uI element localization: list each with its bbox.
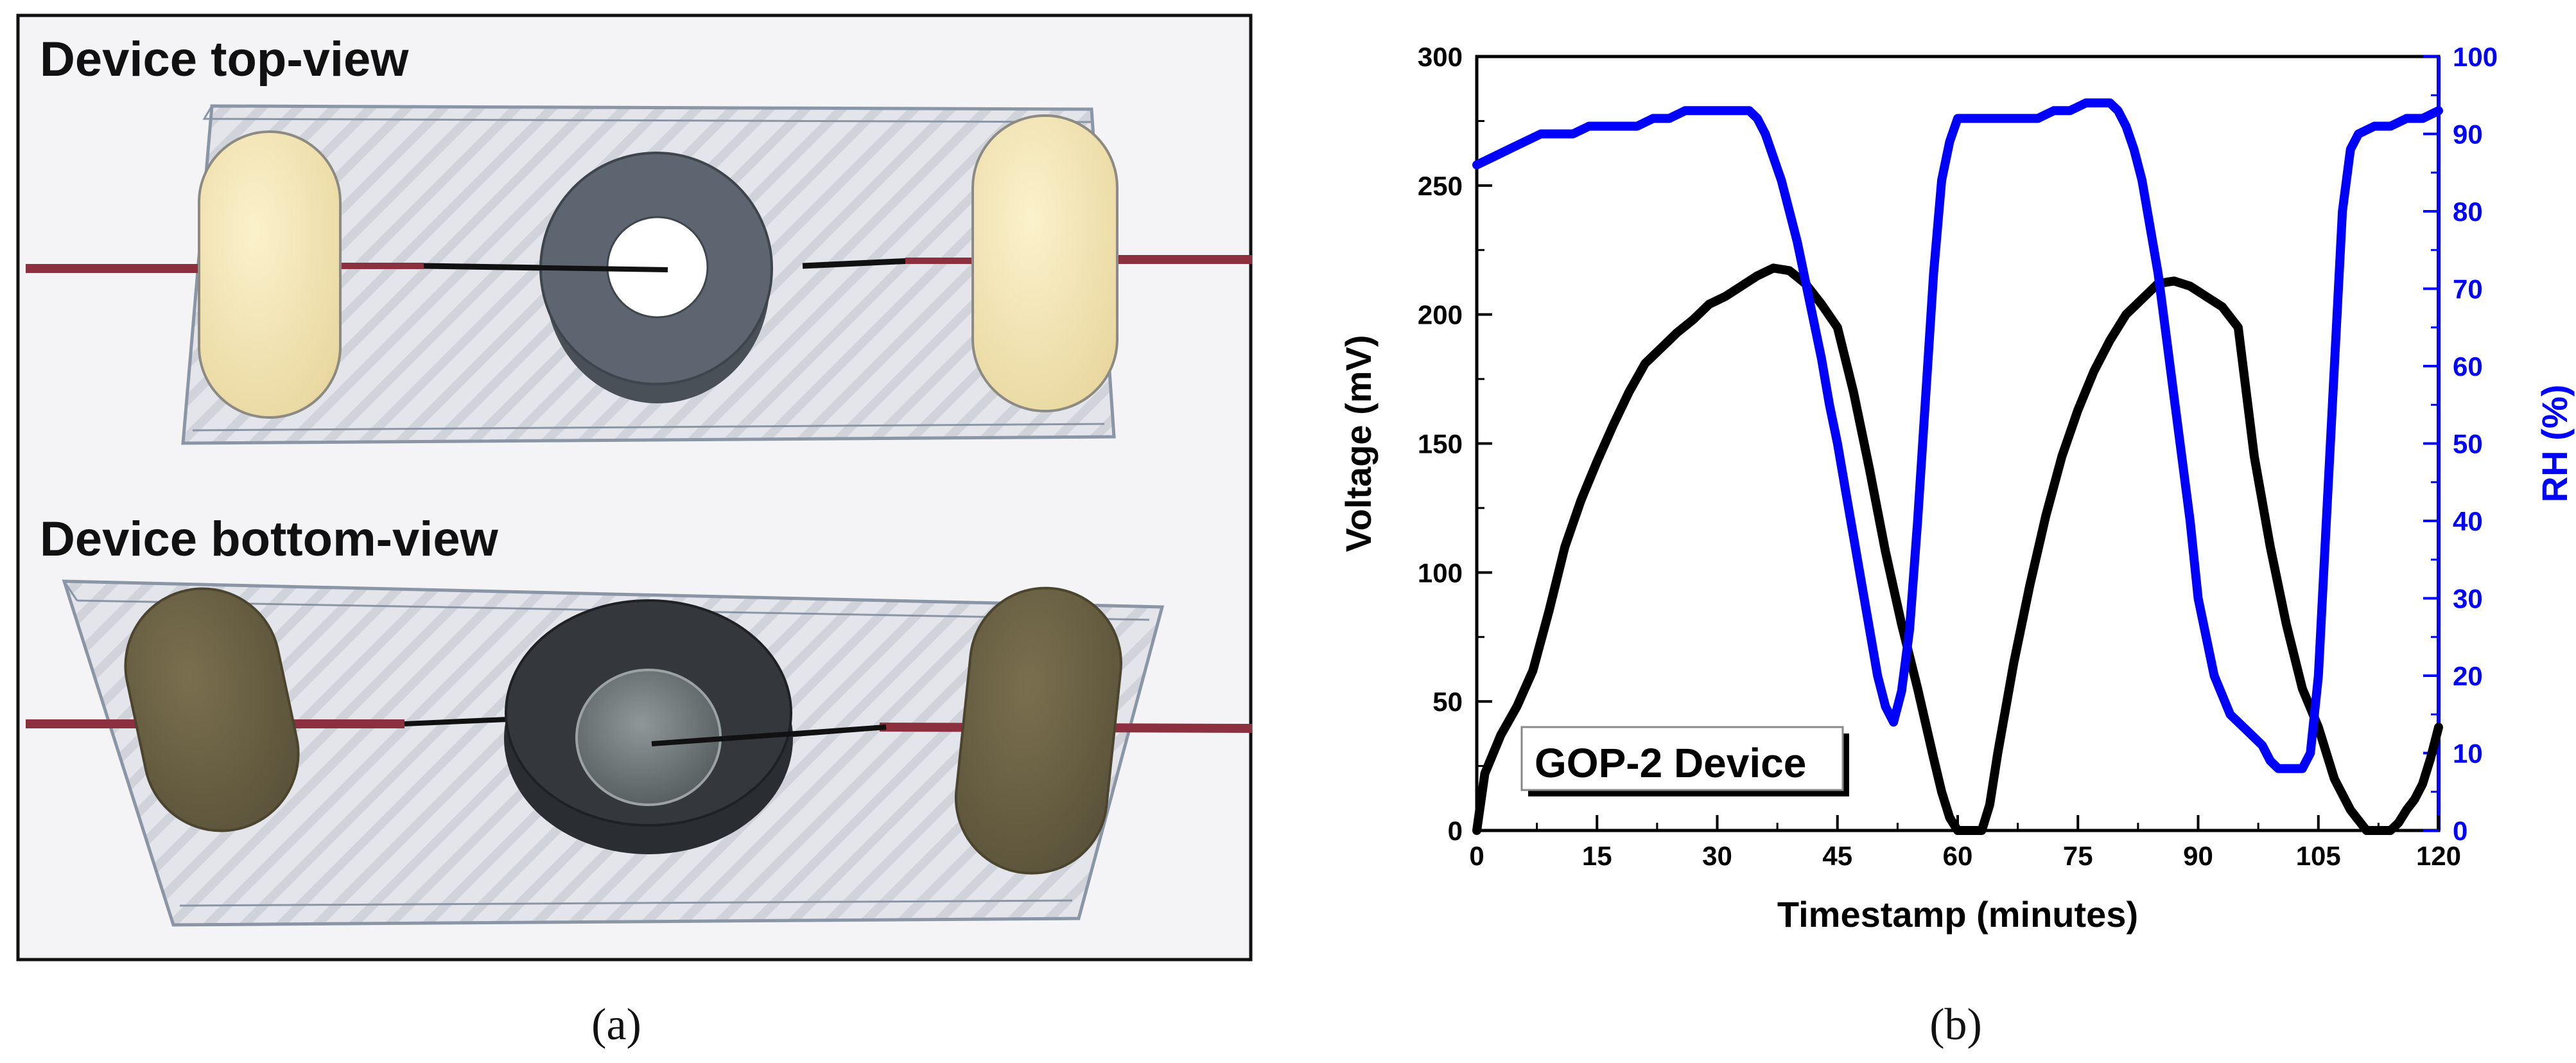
x-tick-label: 15	[1582, 841, 1612, 871]
y-tick-label: 0	[1448, 816, 1463, 846]
legend-frame	[1520, 726, 1844, 791]
y2-tick-label: 90	[2453, 119, 2483, 150]
x-axis-title: Timestamp (minutes)	[1777, 894, 2138, 935]
x-tick-label: 105	[2296, 841, 2341, 871]
x-axis: 0 15 30 45 60 75 90 105 120	[1469, 815, 2461, 871]
voltage-series-line	[1472, 263, 2443, 835]
caption-a: (a)	[591, 1000, 641, 1050]
y-tick-label: 150	[1418, 429, 1463, 459]
bottom-electrode-right	[954, 586, 1122, 875]
panel-b-chart: 0 15 30 45 60 75 90 105 120 0 50 100 150 200 250 300 0…	[1284, 0, 2576, 1060]
series-layer	[1472, 98, 2443, 835]
caption-b: (b)	[1929, 1000, 1982, 1050]
y2-tick-label: 30	[2453, 584, 2483, 614]
legend: GOP-2 Device	[1520, 726, 1849, 796]
top-electrode-left	[198, 130, 342, 419]
y-tick-label: 200	[1418, 300, 1463, 330]
y2-tick-label: 50	[2453, 429, 2483, 459]
y-axis-voltage: 0 50 100 150 200 250 300	[1418, 42, 1492, 846]
rh-series-line	[1472, 98, 2443, 773]
x-tick-label: 30	[1702, 841, 1732, 871]
x-tick-label: 0	[1469, 841, 1484, 871]
y2-tick-label: 0	[2453, 816, 2467, 846]
bottom-electrode-left	[124, 587, 300, 832]
y2-tick-label: 10	[2453, 739, 2483, 769]
y-axis-title: Voltage (mV)	[1338, 335, 1379, 552]
plot-frame	[1475, 55, 2441, 832]
x-tick-label: 120	[2416, 841, 2461, 871]
x-tick-label: 90	[2183, 841, 2213, 871]
y2-tick-label: 40	[2453, 506, 2483, 536]
legend-label: GOP-2 Device	[1535, 740, 1806, 786]
y2-tick-label: 70	[2453, 274, 2483, 304]
bottom-sensing-disc	[575, 669, 722, 806]
panel-a-device-views: Device top-view Device bottom-view	[0, 0, 1284, 1060]
device-illustration: Device top-view Device bottom-view	[16, 13, 1253, 1050]
y2-tick-label: 60	[2453, 351, 2483, 382]
y-tick-label: 100	[1418, 558, 1463, 588]
y-tick-label: 300	[1418, 42, 1463, 72]
top-electrode-right	[971, 114, 1118, 412]
x-tick-label: 60	[1943, 841, 1973, 871]
y-tick-label: 250	[1418, 171, 1463, 201]
y2-tick-label: 20	[2453, 661, 2483, 691]
y2-tick-label: 80	[2453, 197, 2483, 227]
bottom-view-device	[26, 579, 1253, 927]
top-view-title: Device top-view	[40, 32, 409, 87]
y2-axis-title: RH (%)	[2534, 385, 2575, 503]
top-lead-right	[802, 258, 912, 269]
bottom-view-title: Device bottom-view	[40, 512, 499, 567]
y2-tick-label: 100	[2453, 42, 2498, 72]
y-axis-rh: 0 10 20 30 40 50 60 70 80 90 100	[2423, 42, 2498, 846]
y-tick-label: 50	[1432, 687, 1463, 717]
x-tick-label: 75	[2063, 841, 2093, 871]
top-view-device	[26, 104, 1252, 445]
x-tick-label: 45	[1822, 841, 1852, 871]
